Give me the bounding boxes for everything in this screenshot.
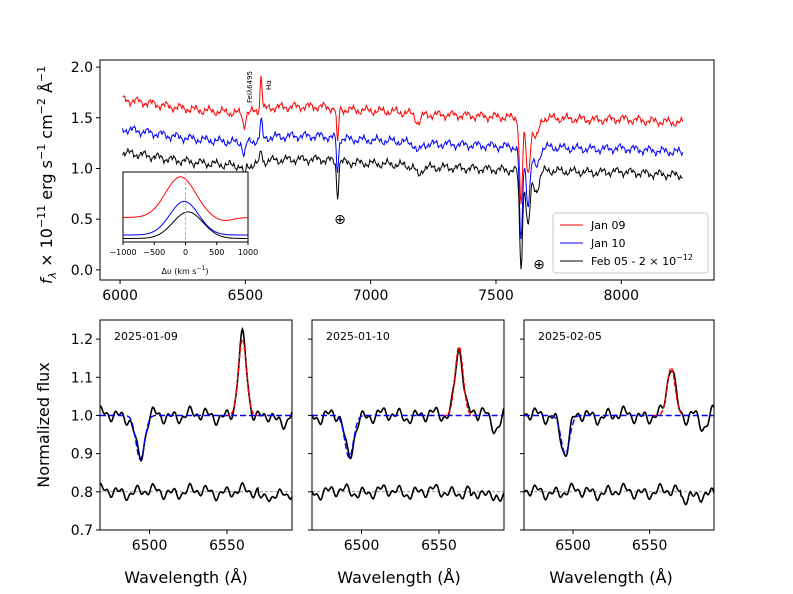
panel-2-xtick-label-0: 6500	[344, 538, 380, 554]
inset-xlabel: Δυ (km s−1)	[162, 265, 209, 276]
inset-xtick-label-4: 1000	[238, 248, 258, 257]
panel-2-spectrum-line	[311, 347, 505, 460]
panel-2-frame	[311, 319, 505, 531]
bottom-panels: Normalized flux 6500 6550 0.7 0.8 0.9 1.0 1.1 1…	[34, 319, 715, 587]
panel-1-xtick-label-1: 6550	[209, 538, 245, 554]
telluric-symbol-2: ⊕	[533, 257, 545, 273]
top-series-group	[122, 75, 684, 270]
panel-1-spectrum-line	[100, 326, 293, 463]
panel-3-date-label: 2025-02-05	[538, 330, 602, 343]
top-ytick-label-2: 1.0	[71, 161, 93, 177]
top-series-line-0	[122, 75, 684, 205]
top-ytick-label-4: 2.0	[71, 60, 93, 76]
panel-1-xtick-label-0: 6500	[132, 538, 168, 554]
legend-label-jan09: Jan 09	[590, 219, 625, 232]
panel-1-date-label: 2025-01-09	[114, 330, 178, 343]
inset-panel: −1000 −500 0 500 1000 Δυ (km s−1)	[109, 171, 258, 276]
panel-1-ytick-label-2: 0.9	[71, 447, 93, 463]
inset-ticks-group: −1000 −500 0 500 1000	[109, 242, 258, 257]
top-xtick-label-2: 7000	[353, 288, 389, 304]
top-ytick-label-0: 0.0	[71, 263, 93, 279]
top-xtick-label-0: 6000	[102, 288, 138, 304]
top-ticks-group: 6000 6500 7000 7500 8000 0.0 0.5 1.0 1.5 2.0	[71, 60, 639, 304]
telluric-symbol-1: ⊕	[334, 212, 346, 228]
top-axes-frame	[99, 59, 715, 281]
panel-1-xlabel: Wavelength (Å)	[124, 568, 247, 587]
panel-3-xlabel: Wavelength (Å)	[549, 568, 672, 587]
top-legend: Jan 09 Jan 10 Feb 05 - 2 × 10−12	[552, 212, 709, 274]
inset-series-line-1	[123, 200, 248, 236]
panel-2-xlabel: Wavelength (Å)	[337, 568, 460, 587]
panel-2-xtick-label-1: 6550	[421, 538, 457, 554]
top-ylabel: fλ × 10−11 erg s−1 cm−2 Å−1	[35, 66, 59, 284]
annotation-fe-line: FeIλ6495	[246, 71, 254, 103]
inset-xtick-label-3: 500	[209, 248, 224, 257]
top-series-line-2	[122, 147, 683, 270]
legend-box	[552, 212, 709, 274]
legend-label-jan10: Jan 10	[590, 237, 625, 250]
panel-1-frame	[99, 319, 293, 531]
top-xtick-label-3: 7500	[478, 288, 514, 304]
top-ytick-label-1: 0.5	[71, 212, 93, 228]
panel-2-date-label: 2025-01-10	[326, 330, 390, 343]
panel-2-residual-line	[311, 482, 505, 503]
panel-1-ytick-label-5: 1.2	[71, 332, 93, 348]
inset-xtick-label-2: 0	[183, 248, 188, 257]
annotation-halpha: Hα	[265, 80, 273, 90]
panel-3-residual-line	[523, 482, 715, 506]
panel-1-absorption-fit	[100, 414, 292, 461]
inset-xtick-label-1: −500	[143, 248, 165, 257]
bottom-ylabel: Normalized flux	[34, 362, 53, 488]
panel-3-xtick-label-1: 6550	[632, 538, 668, 554]
inset-xtick-label-0: −1000	[109, 248, 136, 257]
top-ytick-label-3: 1.5	[71, 111, 93, 127]
panel-1-residual-line	[100, 481, 293, 503]
panel-3-xtick-label-0: 6500	[555, 538, 591, 554]
top-series-line-1	[122, 117, 684, 240]
top-panel: 6000 6500 7000 7500 8000 0.0 0.5 1.0 1.5 2.0 fλ ×…	[35, 59, 715, 304]
legend-label-feb05: Feb 05 - 2 × 10−12	[591, 253, 693, 268]
panel-1-ytick-label-4: 1.1	[71, 370, 93, 386]
panel-1-ytick-label-1: 0.8	[71, 485, 93, 501]
bottom-content-group: 6500 6550 0.7 0.8 0.9 1.0 1.1 1.2 6500 6550 6500 65…	[71, 319, 715, 554]
panel-1-emission-fit	[224, 337, 261, 417]
panel-1-ytick-label-3: 1.0	[71, 408, 93, 424]
panel-3-frame	[523, 319, 715, 531]
panel-2-emission-fit	[441, 345, 477, 417]
panel-2-absorption-fit	[312, 414, 504, 459]
top-xtick-label-4: 8000	[603, 288, 639, 304]
top-xtick-label-1: 6500	[228, 288, 264, 304]
panel-1-ytick-label-0: 0.7	[71, 523, 93, 539]
inset-series-group	[123, 172, 248, 242]
panel-3-absorption-fit	[524, 414, 714, 455]
panel-3-spectrum-line	[523, 370, 715, 457]
